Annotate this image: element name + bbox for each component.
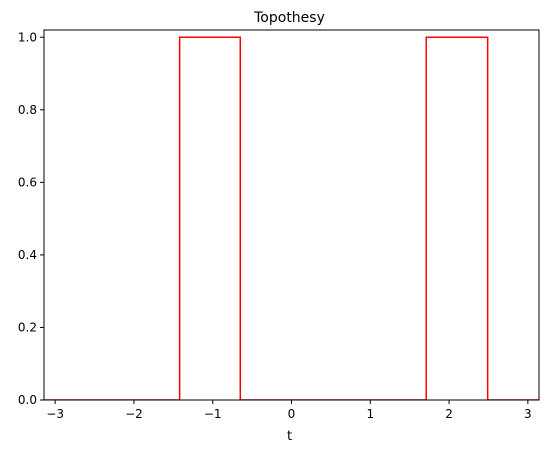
y-tick-label: 0.6: [18, 175, 37, 189]
x-tick-label: −3: [46, 407, 64, 421]
x-axis-label: t: [287, 429, 292, 444]
x-tick-label: 3: [524, 407, 532, 421]
y-tick-label: 1.0: [18, 30, 37, 44]
plot-area: [44, 36, 539, 400]
y-tick-label: 0.2: [18, 320, 37, 334]
x-tick-label: −1: [204, 407, 222, 421]
x-tick-label: 2: [445, 407, 453, 421]
axes-frame: [43, 29, 540, 401]
y-axis: 0.0 0.2 0.4 0.6 0.8 1.0: [18, 30, 44, 407]
x-tick-label: −2: [125, 407, 143, 421]
y-tick-label: 0.8: [18, 103, 37, 117]
chart-title: Topothesy: [253, 10, 325, 26]
x-axis: −3 −2 −1 0 1 2 3: [46, 400, 532, 421]
y-tick-label: 0.0: [18, 393, 37, 407]
x-tick-label: 0: [288, 407, 296, 421]
series-line-0: [44, 36, 539, 400]
x-tick-label: 1: [366, 407, 374, 421]
y-tick-label: 0.4: [18, 248, 37, 262]
